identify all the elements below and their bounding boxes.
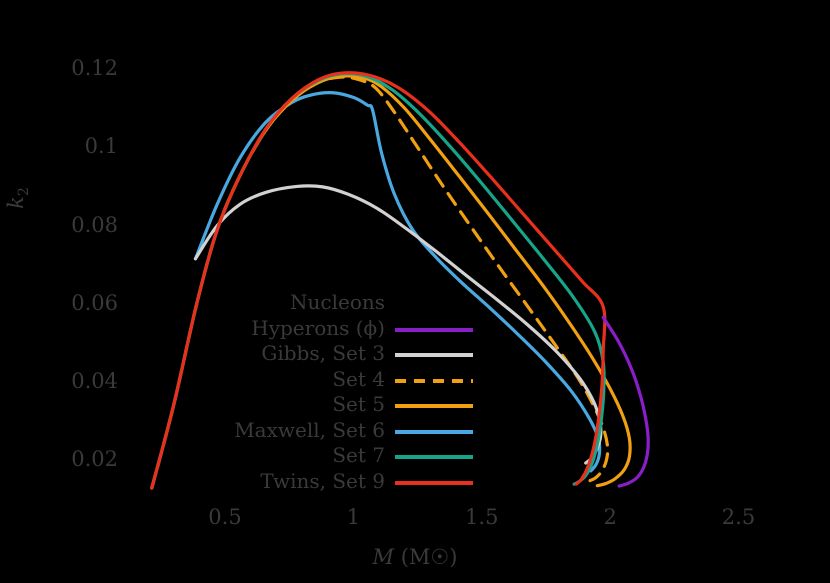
legend-swatch [395, 378, 473, 383]
x-tick-label: 2 [603, 505, 617, 529]
legend-swatch [395, 480, 473, 485]
x-tick-label: 0.5 [208, 505, 242, 529]
legend-label: Set 5 [332, 392, 385, 416]
legend-item: Gibbs, Set 3 [0, 341, 500, 367]
y-axis-label-symbol: k [4, 196, 28, 209]
y-axis-label: k2 [4, 158, 32, 238]
legend-swatch [395, 353, 473, 357]
y-axis-label-subscript: 2 [16, 187, 33, 197]
legend-label: Twins, Set 9 [260, 468, 385, 493]
y-tick-label: 0.12 [71, 56, 118, 81]
x-axis-label-symbol: M [372, 545, 395, 569]
legend-label: Gibbs, Set 3 [261, 341, 385, 365]
series-curve [601, 315, 650, 488]
legend-label: Set 7 [332, 443, 385, 467]
y-tick-label: 0.1 [84, 134, 118, 159]
legend-label: Maxwell, Set 6 [234, 417, 385, 442]
x-axis-label-unit: (M☉) [400, 545, 458, 569]
legend-item: Maxwell, Set 6 [0, 418, 500, 444]
x-tick-label: 2.5 [721, 505, 756, 529]
y-tick-label: 0.02 [71, 446, 118, 471]
y-tick-label: 0.06 [71, 290, 118, 315]
y-tick-label: 0.04 [71, 368, 118, 393]
legend-swatch [395, 404, 473, 408]
x-axis-label: M (M☉) [0, 545, 830, 569]
legend-swatch [395, 327, 473, 332]
x-tick-label: 1 [346, 505, 361, 529]
y-tick-label: 0.08 [71, 212, 118, 237]
legend-item: Hyperons (ϕ) [0, 316, 500, 342]
legend-label: Nucleons [290, 290, 385, 314]
legend-item: Set 7 [0, 443, 500, 469]
series-curve [150, 71, 607, 490]
legend-label: Hyperons (ϕ) [251, 315, 385, 340]
legend-swatch [395, 455, 473, 459]
legend-item: Set 5 [0, 392, 500, 418]
legend-swatch [395, 429, 473, 434]
legend-item: Set 4 [0, 367, 500, 393]
x-tick-label: 1.5 [465, 505, 499, 529]
legend-item: Nucleons [0, 290, 500, 316]
legend-label: Set 4 [332, 366, 385, 391]
legend-item: Twins, Set 9 [0, 469, 500, 495]
